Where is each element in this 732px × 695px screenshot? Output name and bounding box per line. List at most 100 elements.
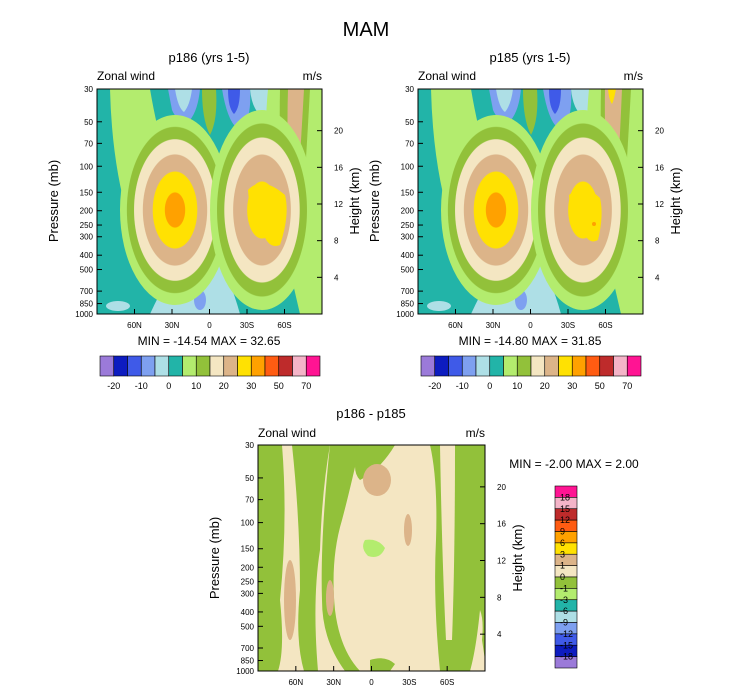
- y-tick-label: 1000: [236, 667, 254, 676]
- x-tick-label: 60S: [598, 321, 612, 330]
- panel-title: p186 (yrs 1-5): [169, 50, 250, 65]
- colorbar-label: -15: [560, 640, 573, 650]
- colorbar-swatch: [182, 355, 197, 377]
- panel-title: p185 (yrs 1-5): [490, 50, 571, 65]
- y-tick-label: 400: [241, 608, 255, 617]
- colorbar-label: 10: [512, 381, 522, 391]
- y-tick-label: 700: [241, 644, 255, 653]
- y-tick-label-right: 8: [497, 593, 502, 602]
- colorbar-label: 0: [166, 381, 171, 391]
- contour-field: [97, 89, 322, 314]
- colorbar-swatch: [626, 355, 642, 377]
- y-tick-label-right: 8: [655, 237, 660, 246]
- colorbar-swatch: [489, 355, 504, 377]
- y-tick-label: 850: [80, 300, 94, 309]
- y-tick-label-right: 12: [655, 200, 664, 209]
- colorbar-swatch: [250, 355, 266, 377]
- colorbar-swatch: [264, 355, 280, 377]
- y-tick-label: 30: [405, 85, 414, 94]
- panel-difference: p186 - p185 Zonal wind m/s 3050701001502…: [207, 406, 639, 687]
- x-tick-label: 60S: [440, 678, 454, 687]
- y-tick-label: 150: [80, 188, 94, 197]
- y-ticks-right: 20 16 12 8 4: [638, 127, 664, 282]
- y-tick-label: 300: [241, 589, 255, 598]
- x-tick-label: 30S: [402, 678, 416, 687]
- colorbar-swatch: [278, 355, 293, 377]
- y-tick-label-right: 4: [655, 273, 660, 282]
- y-tick-label: 500: [80, 266, 94, 275]
- colorbar-swatch: [292, 355, 307, 377]
- y-tick-label: 400: [80, 251, 94, 260]
- colorbar-label: 30: [246, 381, 256, 391]
- y-tick-label: 1000: [75, 310, 93, 319]
- y-tick-label-right: 20: [497, 483, 506, 492]
- colorbar-label: 50: [274, 381, 284, 391]
- y-tick-label-right: 12: [497, 557, 506, 566]
- y-axis-label-right: Height (km): [510, 524, 525, 591]
- y-tick-label: 700: [80, 287, 94, 296]
- colorbar-label: 6: [560, 538, 565, 548]
- colorbar-swatch: [209, 355, 225, 377]
- y-tick-label-right: 12: [334, 200, 343, 209]
- y-tick-label: 200: [401, 207, 415, 216]
- y-tick-label: 500: [241, 622, 255, 631]
- y-tick-label: 70: [245, 496, 254, 505]
- colorbar-label: -18: [560, 652, 573, 662]
- colorbar-swatch: [168, 355, 183, 377]
- colorbar-swatch: [516, 355, 532, 377]
- y-tick-label: 850: [241, 657, 255, 666]
- y-tick-label: 300: [80, 233, 94, 242]
- colorbar-swatch: [223, 355, 238, 377]
- stats-text: MIN = -14.54 MAX = 32.65: [138, 334, 281, 348]
- y-tick-label: 70: [405, 139, 414, 148]
- stats-text: MIN = -2.00 MAX = 2.00: [509, 457, 639, 471]
- y-tick-label: 200: [80, 207, 94, 216]
- y-tick-label: 500: [401, 266, 415, 275]
- y-axis-label-right: Height (km): [347, 167, 362, 234]
- subtitle-right: m/s: [624, 69, 643, 83]
- y-axis-label-right: Height (km): [668, 167, 683, 234]
- contour-field: [258, 445, 485, 671]
- x-tick-label: 30S: [561, 321, 575, 330]
- x-ticks: 60N 30N 0 30S 60S: [127, 309, 292, 330]
- y-tick-label-right: 16: [655, 163, 664, 172]
- panel-p186: p186 (yrs 1-5) Zonal wind m/s: [46, 50, 362, 391]
- colorbar-swatch: [544, 355, 559, 377]
- colorbar-label: 50: [595, 381, 605, 391]
- y-tick-label-right: 20: [334, 127, 343, 136]
- y-tick-label: 50: [405, 118, 414, 127]
- x-tick-label: 0: [369, 678, 374, 687]
- y-tick-label: 400: [401, 251, 415, 260]
- colorbar-label: 70: [301, 381, 311, 391]
- colorbar-swatch: [554, 531, 578, 544]
- y-tick-label: 100: [241, 519, 255, 528]
- x-tick-label: 30N: [165, 321, 180, 330]
- colorbar-swatch: [475, 355, 491, 377]
- stats-text: MIN = -14.80 MAX = 31.85: [459, 334, 602, 348]
- y-tick-label: 700: [401, 287, 415, 296]
- y-tick-label: 50: [245, 474, 254, 483]
- y-tick-label-right: 20: [655, 127, 664, 136]
- colorbar-label: 30: [567, 381, 577, 391]
- y-tick-label: 30: [84, 85, 93, 94]
- colorbar-label: -10: [135, 381, 148, 391]
- colorbar-swatch: [434, 355, 449, 377]
- y-tick-label-right: 8: [334, 237, 339, 246]
- y-tick-label: 1000: [396, 310, 414, 319]
- x-tick-label: 30S: [240, 321, 254, 330]
- colorbar: -20 -10 0 10 20 30 50 70: [99, 355, 321, 391]
- colorbar-label: -3: [560, 595, 568, 605]
- x-tick-label: 30N: [326, 678, 341, 687]
- colorbar-swatch: [113, 355, 128, 377]
- colorbar-label: 20: [540, 381, 550, 391]
- y-axis-label: Pressure (mb): [207, 517, 222, 599]
- x-tick-label: 0: [528, 321, 533, 330]
- y-tick-label: 200: [241, 563, 255, 572]
- y-tick-label-right: 4: [497, 630, 502, 639]
- x-tick-label: 0: [207, 321, 212, 330]
- colorbar-swatch: [558, 355, 573, 377]
- y-tick-label: 150: [401, 188, 415, 197]
